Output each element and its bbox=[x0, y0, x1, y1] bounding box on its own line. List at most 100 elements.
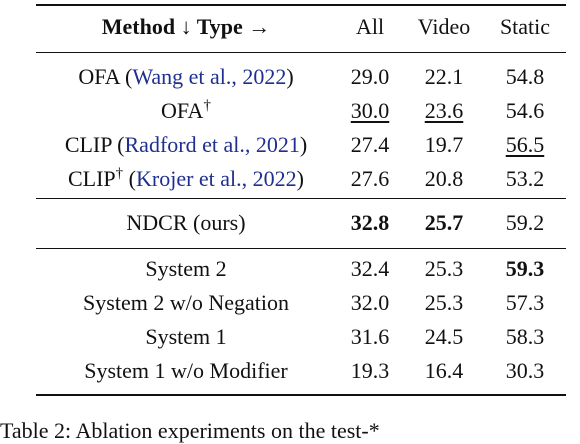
score-value: 53.2 bbox=[505, 166, 545, 191]
table-row: OFA† 30.0 23.6 54.6 bbox=[36, 94, 566, 128]
method-name: System 2 bbox=[145, 256, 227, 281]
score-value: 32.8 bbox=[350, 210, 390, 235]
citation-link[interactable]: Wang et al., 2022 bbox=[132, 64, 287, 89]
score-cell-static: 53.2 bbox=[484, 162, 566, 196]
score-value: 58.3 bbox=[505, 324, 545, 349]
score-value: 31.6 bbox=[350, 324, 390, 349]
score-value: 59.3 bbox=[505, 256, 545, 281]
ours-group: NDCR (ours) 32.8 25.7 59.2 bbox=[36, 206, 566, 240]
table-row: NDCR (ours) 32.8 25.7 59.2 bbox=[36, 206, 566, 240]
method-cell: CLIP† (Krojer et al., 2022) bbox=[67, 165, 304, 191]
table-row: System 1 w/o Modifier 19.3 16.4 30.3 bbox=[36, 354, 566, 388]
score-value: 27.6 bbox=[350, 166, 390, 191]
method-cell: OFA† bbox=[36, 94, 336, 128]
ours-group-rule bbox=[36, 248, 566, 249]
header-row: Method ↓ Type → All Video Static bbox=[36, 0, 566, 54]
method-name: System 1 bbox=[145, 324, 227, 349]
score-cell-video: 25.7 bbox=[404, 206, 484, 240]
score-cell-static: 59.2 bbox=[484, 206, 566, 240]
score-cell-static: 56.5 bbox=[484, 128, 566, 162]
score-value: 25.7 bbox=[424, 210, 464, 235]
score-value: 54.8 bbox=[505, 64, 545, 89]
score-cell-video: 25.3 bbox=[404, 252, 484, 286]
score-cell-static: 30.3 bbox=[484, 354, 566, 388]
table-caption: Table 2: Ablation experiments on the tes… bbox=[0, 418, 380, 443]
column-header-video: Video bbox=[417, 14, 471, 39]
score-value: 54.6 bbox=[505, 98, 545, 123]
score-value: 32.4 bbox=[350, 256, 390, 281]
score-value: 25.3 bbox=[424, 256, 464, 281]
score-cell-all: 30.0 bbox=[336, 94, 404, 128]
table-row: OFA (Wang et al., 2022) 29.0 22.1 54.8 bbox=[36, 60, 566, 94]
score-cell-static: 57.3 bbox=[484, 286, 566, 320]
method-cell: System 1 bbox=[36, 320, 336, 354]
method-name: System 1 w/o Modifier bbox=[84, 358, 288, 383]
score-cell-video: 16.4 bbox=[404, 354, 484, 388]
score-value: 27.4 bbox=[350, 132, 390, 157]
score-cell-video: 22.1 bbox=[404, 60, 484, 94]
score-cell-video: 25.3 bbox=[404, 286, 484, 320]
score-cell-static: 58.3 bbox=[484, 320, 566, 354]
right-arrow-icon: → bbox=[248, 14, 271, 39]
score-value: 56.5 bbox=[505, 132, 545, 157]
score-value: 57.3 bbox=[505, 290, 545, 315]
score-value: 32.0 bbox=[350, 290, 390, 315]
method-cell: System 2 w/o Negation bbox=[36, 286, 336, 320]
method-cell: System 2 bbox=[36, 252, 336, 286]
score-cell-all: 32.8 bbox=[336, 206, 404, 240]
score-cell-video: 23.6 bbox=[404, 94, 484, 128]
method-name: OFA bbox=[78, 64, 120, 89]
score-value: 20.8 bbox=[424, 166, 464, 191]
column-header-static: Static bbox=[499, 14, 551, 39]
method-cell: OFA (Wang et al., 2022) bbox=[78, 64, 294, 89]
score-value: 19.7 bbox=[424, 132, 464, 157]
method-name: CLIP bbox=[67, 166, 116, 191]
score-cell-all: 27.6 bbox=[336, 162, 404, 196]
method-cell: NDCR (ours) bbox=[36, 206, 336, 240]
method-name: System 2 w/o Negation bbox=[83, 290, 289, 315]
score-value: 29.0 bbox=[350, 64, 390, 89]
dagger-mark: † bbox=[203, 97, 211, 114]
score-cell-video: 19.7 bbox=[404, 128, 484, 162]
table-bottom-rule bbox=[36, 394, 566, 396]
table-row: System 1 31.6 24.5 58.3 bbox=[36, 320, 566, 354]
method-name: OFA bbox=[161, 98, 204, 123]
score-cell-static: 59.3 bbox=[484, 252, 566, 286]
type-label: Type bbox=[196, 14, 243, 39]
baseline-group-rule bbox=[36, 198, 566, 199]
score-cell-static: 54.8 bbox=[484, 60, 566, 94]
score-value: 25.3 bbox=[424, 290, 464, 315]
column-header-all: All bbox=[355, 14, 385, 39]
method-label: Method bbox=[101, 14, 176, 39]
score-cell-all: 32.4 bbox=[336, 252, 404, 286]
score-cell-all: 32.0 bbox=[336, 286, 404, 320]
score-cell-static: 54.6 bbox=[484, 94, 566, 128]
table-row: CLIP (Radford et al., 2021) 27.4 19.7 56.5 bbox=[36, 128, 566, 162]
score-value: 23.6 bbox=[424, 98, 464, 123]
score-value: 16.4 bbox=[424, 358, 464, 383]
method-name: NDCR (ours) bbox=[126, 210, 246, 235]
score-value: 24.5 bbox=[424, 324, 464, 349]
citation-link[interactable]: Radford et al., 2021 bbox=[124, 132, 300, 157]
method-name: CLIP bbox=[64, 132, 112, 157]
table-row: System 2 w/o Negation 32.0 25.3 57.3 bbox=[36, 286, 566, 320]
down-arrow-icon: ↓ bbox=[180, 14, 192, 39]
dagger-mark: † bbox=[115, 165, 124, 182]
header-rule bbox=[36, 52, 566, 53]
method-cell: CLIP (Radford et al., 2021) bbox=[64, 132, 308, 157]
citation-link[interactable]: Krojer et al., 2022 bbox=[136, 166, 297, 191]
table-row: System 2 32.4 25.3 59.3 bbox=[36, 252, 566, 286]
table-top-rule bbox=[36, 4, 566, 6]
results-table: Method ↓ Type → All Video Static OFA (Wa… bbox=[36, 0, 566, 388]
score-cell-all: 31.6 bbox=[336, 320, 404, 354]
score-value: 59.2 bbox=[505, 210, 545, 235]
score-cell-video: 24.5 bbox=[404, 320, 484, 354]
method-type-header: Method ↓ Type → bbox=[36, 0, 336, 54]
score-cell-video: 20.8 bbox=[404, 162, 484, 196]
method-cell: System 1 w/o Modifier bbox=[36, 354, 336, 388]
score-cell-all: 29.0 bbox=[336, 60, 404, 94]
score-value: 22.1 bbox=[424, 64, 464, 89]
score-value: 30.0 bbox=[350, 98, 390, 123]
baseline-group: OFA (Wang et al., 2022) 29.0 22.1 54.8 OFA† 3… bbox=[36, 60, 566, 196]
ablation-group: System 2 32.4 25.3 59.3 System 2 w/o Negatio… bbox=[36, 252, 566, 388]
